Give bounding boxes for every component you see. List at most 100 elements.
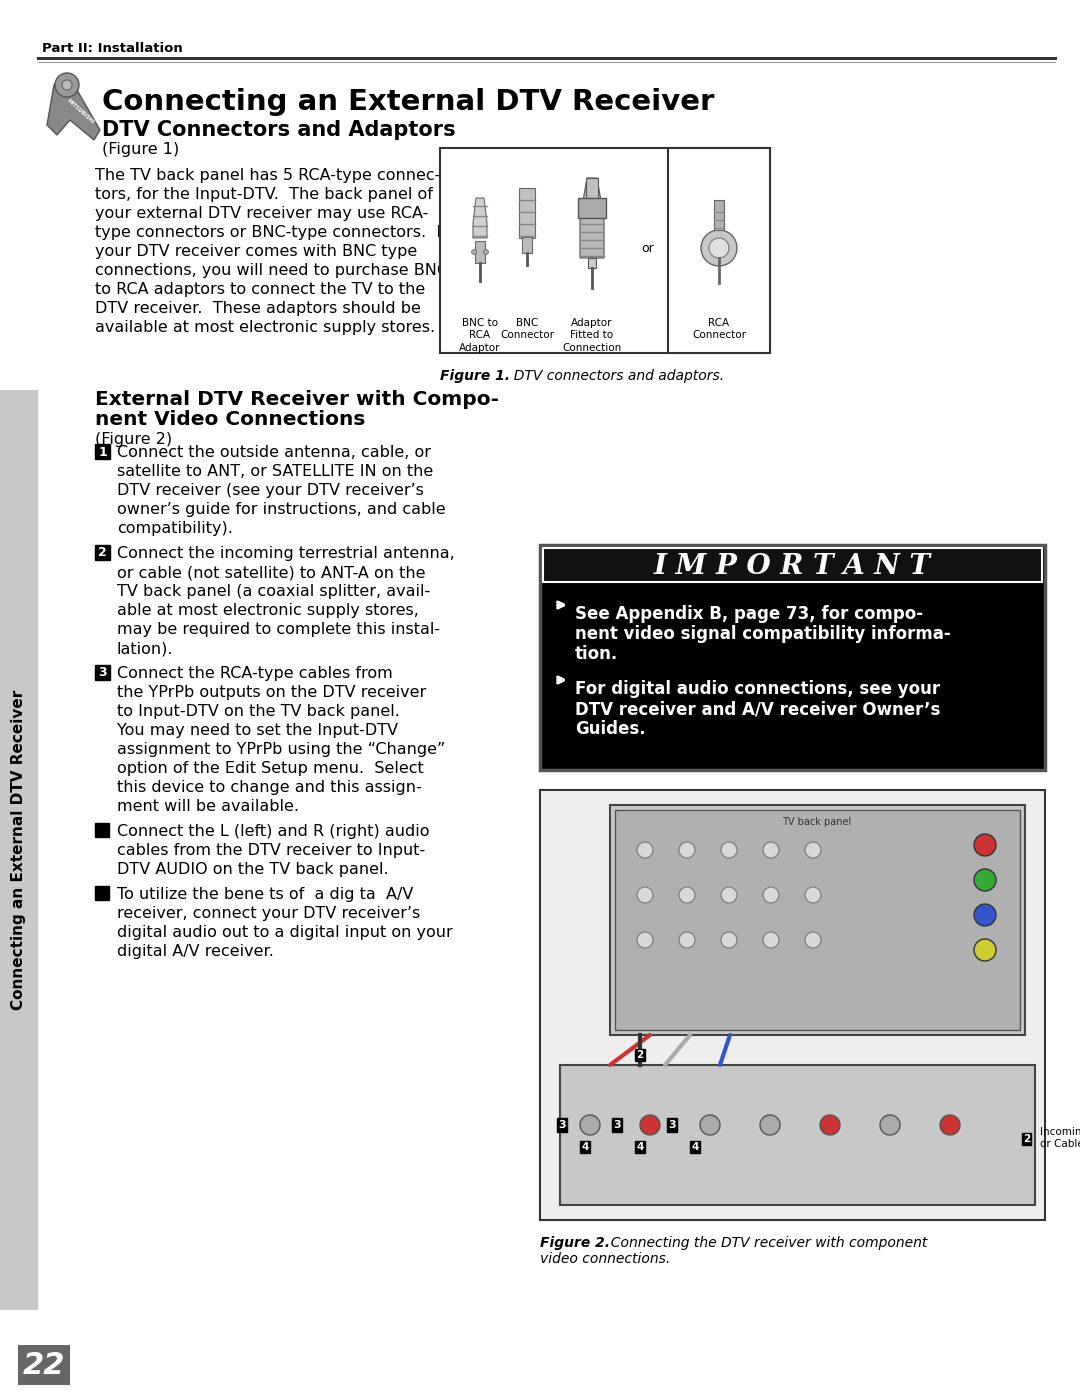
Circle shape (472, 250, 476, 254)
Text: RCA
Connector: RCA Connector (692, 319, 746, 341)
Circle shape (762, 887, 779, 902)
Text: Connect the L (left) and R (right) audio: Connect the L (left) and R (right) audio (117, 824, 430, 840)
Circle shape (640, 1115, 660, 1134)
Circle shape (637, 842, 653, 858)
Text: owner’s guide for instructions, and cable: owner’s guide for instructions, and cabl… (117, 502, 446, 517)
Text: To utilize the bene ts of  a dig ta  A/V: To utilize the bene ts of a dig ta A/V (117, 887, 414, 902)
Text: Connect the incoming terrestrial antenna,: Connect the incoming terrestrial antenna… (117, 546, 455, 562)
Text: MITSUBISHI: MITSUBISHI (66, 98, 95, 126)
Circle shape (484, 250, 488, 254)
Text: You may need to set the Input-DTV: You may need to set the Input-DTV (117, 724, 399, 738)
Circle shape (679, 932, 696, 949)
Text: BNC to
RCA
Adaptor: BNC to RCA Adaptor (459, 319, 501, 353)
Polygon shape (48, 75, 100, 140)
Text: 3: 3 (669, 1120, 676, 1130)
Text: DTV receiver (see your DTV receiver’s: DTV receiver (see your DTV receiver’s (117, 483, 423, 497)
Text: Connect the RCA-type cables from: Connect the RCA-type cables from (117, 666, 393, 680)
Text: DTV connectors and adaptors.: DTV connectors and adaptors. (505, 369, 724, 383)
Circle shape (721, 932, 737, 949)
Bar (95, 545, 110, 560)
Bar (586, 177, 598, 198)
Text: nent video signal compatibility informa-: nent video signal compatibility informa- (575, 624, 950, 643)
Text: receiver, connect your DTV receiver’s: receiver, connect your DTV receiver’s (117, 907, 420, 921)
Circle shape (55, 73, 79, 96)
Bar (95, 886, 109, 900)
Bar (18, 1345, 70, 1384)
Bar (669, 148, 770, 353)
Circle shape (701, 231, 737, 265)
Circle shape (974, 939, 996, 961)
Bar (522, 237, 532, 253)
Circle shape (760, 1115, 780, 1134)
Text: External DTV Receiver with Compo-: External DTV Receiver with Compo- (95, 390, 499, 409)
Bar (561, 1065, 1035, 1206)
Text: 3: 3 (558, 1120, 566, 1130)
Circle shape (762, 932, 779, 949)
Text: able at most electronic supply stores,: able at most electronic supply stores, (117, 604, 419, 617)
Circle shape (805, 932, 821, 949)
Text: Incoming Antenna,
or Cable.: Incoming Antenna, or Cable. (1040, 1127, 1080, 1148)
Text: may be required to complete this instal-: may be required to complete this instal- (117, 622, 441, 637)
Circle shape (637, 932, 653, 949)
Text: 2: 2 (98, 546, 107, 560)
Text: TV back panel (a coaxial splitter, avail-: TV back panel (a coaxial splitter, avail… (117, 584, 430, 599)
Text: 3: 3 (98, 666, 107, 679)
Text: (Figure 2): (Figure 2) (95, 432, 172, 447)
Text: the YPrPb outputs on the DTV receiver: the YPrPb outputs on the DTV receiver (117, 685, 427, 700)
Text: 2: 2 (1023, 1134, 1030, 1144)
Text: this device to change and this assign-: this device to change and this assign- (117, 780, 422, 795)
Text: digital audio out to a digital input on your: digital audio out to a digital input on … (117, 925, 453, 940)
Text: Figure 1.: Figure 1. (440, 369, 510, 383)
Text: TV back panel: TV back panel (782, 817, 852, 827)
Bar (578, 198, 606, 218)
Text: or cable (not satellite) to ANT-A on the: or cable (not satellite) to ANT-A on the (117, 564, 426, 580)
Text: DTV Connectors and Adaptors: DTV Connectors and Adaptors (102, 120, 456, 140)
Text: option of the Edit Setup menu.  Select: option of the Edit Setup menu. Select (117, 761, 423, 775)
Bar (610, 805, 1025, 1035)
Circle shape (805, 887, 821, 902)
Circle shape (974, 869, 996, 891)
Bar (519, 189, 535, 237)
Bar (543, 548, 1042, 583)
Text: Connect the outside antenna, cable, or: Connect the outside antenna, cable, or (117, 446, 431, 460)
Text: compatibility).: compatibility). (117, 521, 233, 536)
Text: Adaptor
Fitted to
Connection: Adaptor Fitted to Connection (563, 319, 622, 353)
Text: assignment to YPrPb using the “Change”: assignment to YPrPb using the “Change” (117, 742, 445, 757)
Circle shape (637, 887, 653, 902)
Text: 3: 3 (613, 1120, 621, 1130)
Text: ment will be available.: ment will be available. (117, 799, 299, 814)
Circle shape (679, 842, 696, 858)
Text: 4: 4 (691, 1141, 699, 1153)
Text: satellite to ANT, or SATELLITE IN on the: satellite to ANT, or SATELLITE IN on the (117, 464, 433, 479)
Circle shape (820, 1115, 840, 1134)
Text: BNC
Connector: BNC Connector (500, 319, 554, 341)
Text: available at most electronic supply stores.: available at most electronic supply stor… (95, 320, 435, 335)
Circle shape (62, 80, 72, 89)
Text: 4: 4 (581, 1141, 589, 1153)
Circle shape (974, 904, 996, 926)
Circle shape (762, 842, 779, 858)
Text: For digital audio connections, see your: For digital audio connections, see your (575, 680, 940, 698)
Text: tors, for the Input-DTV.  The back panel of: tors, for the Input-DTV. The back panel … (95, 187, 433, 203)
Circle shape (679, 887, 696, 902)
Text: your DTV receiver comes with BNC type: your DTV receiver comes with BNC type (95, 244, 417, 258)
Text: cables from the DTV receiver to Input-: cables from the DTV receiver to Input- (117, 842, 426, 858)
Text: Part II: Installation: Part II: Installation (42, 42, 183, 54)
Text: DTV AUDIO on the TV back panel.: DTV AUDIO on the TV back panel. (117, 862, 389, 877)
Circle shape (708, 237, 729, 258)
Circle shape (721, 887, 737, 902)
Bar (540, 789, 1045, 1220)
Text: digital A/V receiver.: digital A/V receiver. (117, 944, 274, 958)
Text: tion.: tion. (575, 645, 618, 664)
Text: 2: 2 (636, 1051, 644, 1060)
Circle shape (940, 1115, 960, 1134)
Text: Connecting an External DTV Receiver: Connecting an External DTV Receiver (102, 88, 714, 116)
Text: See Appendix B, page 73, for compo-: See Appendix B, page 73, for compo- (575, 605, 923, 623)
Circle shape (880, 1115, 900, 1134)
Bar (615, 810, 1020, 1030)
Text: I M P O R T A N T: I M P O R T A N T (653, 553, 931, 581)
Text: your external DTV receiver may use RCA-: your external DTV receiver may use RCA- (95, 205, 429, 221)
Text: (Figure 1): (Figure 1) (102, 142, 179, 156)
Text: lation).: lation). (117, 641, 174, 657)
Text: 4: 4 (636, 1141, 644, 1153)
